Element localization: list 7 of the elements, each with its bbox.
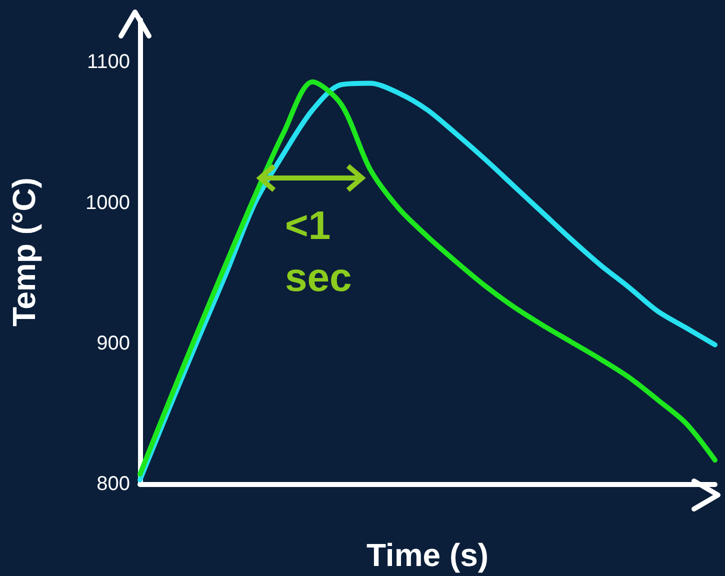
y-tick-label: 1000	[86, 192, 130, 214]
y-tick-label: 1100	[86, 51, 130, 74]
y-tick-label: 900	[96, 332, 130, 354]
annotation: <1 sec	[285, 204, 352, 300]
y-axis-title: Temp (°C)	[6, 177, 42, 327]
y-tick-label: 800	[96, 473, 130, 495]
x-axis-title: Time (s)	[366, 537, 489, 573]
